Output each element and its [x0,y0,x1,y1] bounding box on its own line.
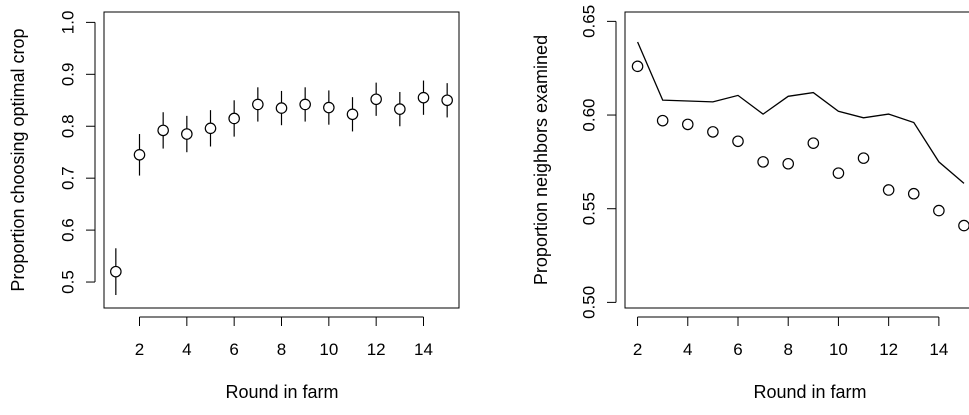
data-point [656,114,669,127]
data-point [441,94,453,107]
plot-frame-right [624,11,969,309]
series-line [637,41,965,184]
y-tick-label: 0.7 [58,166,77,190]
x-tick-label: 2 [135,340,144,359]
y-tick-label: 0.5 [58,270,77,294]
x-tick-label: 12 [367,340,386,359]
x-tick-label: 2 [633,340,642,359]
x-axis-label-left: Round in farm [225,382,338,402]
data-point [707,126,719,138]
x-tick-label: 8 [277,340,286,359]
data-point [631,60,644,73]
data-point [133,149,146,161]
chart-right: 2 4 6 8 10 12 14 0.50 0.55 0.60 0.65 Round in far… [531,5,969,402]
data-point [757,156,769,168]
x-tick-label: 12 [879,340,898,359]
data-point [732,135,744,148]
x-tick-label: 4 [683,340,692,359]
data-point [417,91,430,104]
x-tick-label: 14 [929,340,948,359]
x-tick-label: 4 [182,340,191,359]
x-tick-label: 6 [229,340,238,359]
plot-frame-left [103,11,460,309]
data-point [681,118,694,131]
plot-area-left [110,80,453,296]
x-axis-label-right: Round in farm [753,382,866,402]
plot-area-right [631,41,969,232]
data-point [299,98,311,111]
data-point [275,102,288,114]
data-point [204,122,217,135]
data-point [832,167,845,179]
x-tick-label: 6 [733,340,742,359]
y-tick-label: 0.6 [58,218,77,242]
data-point [228,112,240,125]
data-point [323,101,335,114]
x-tick-label: 14 [414,340,433,359]
data-point [907,187,920,200]
y-axis-label-left: Proportion choosing optimal crop [8,28,28,291]
data-point [346,108,359,121]
data-point [933,204,945,217]
data-point [252,98,264,111]
data-point [882,184,895,196]
x-axis-right: 2 4 6 8 10 12 14 [633,316,948,359]
x-tick-label: 10 [829,340,848,359]
data-point [394,103,406,115]
data-point [181,128,193,140]
y-tick-label: 0.65 [579,5,598,38]
y-tick-label: 0.9 [58,62,77,86]
data-point [807,137,820,149]
data-marks-right [631,41,969,232]
data-marks-left [110,80,453,296]
y-tick-label: 0.8 [58,114,77,138]
y-axis-left: 0.5 0.6 0.7 0.8 0.9 1.0 [58,11,96,294]
y-axis-label-right: Proportion neighbors examined [531,35,551,285]
data-point [370,93,382,106]
y-tick-label: 0.50 [579,286,598,319]
y-tick-label: 0.55 [579,192,598,225]
data-point [110,265,122,278]
data-point [857,152,870,164]
data-point [782,157,795,170]
x-tick-label: 10 [319,340,338,359]
x-axis-left: 2 4 6 8 10 12 14 [135,316,433,359]
y-tick-label: 1.0 [58,11,77,35]
y-axis-right: 0.50 0.55 0.60 0.65 [579,5,617,319]
data-point [157,124,169,137]
y-tick-label: 0.60 [579,98,598,131]
chart-left: 2 4 6 8 10 12 14 0.5 0.6 0.7 0.8 0.9 1.0 Round in f… [8,11,460,402]
x-tick-label: 8 [783,340,792,359]
data-point [958,219,969,232]
